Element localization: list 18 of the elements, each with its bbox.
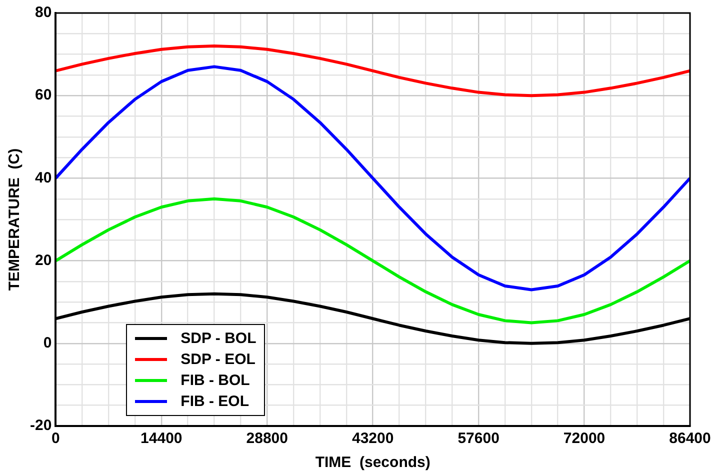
x-tick-label: 86400 xyxy=(669,430,711,448)
x-tick-label: 57600 xyxy=(458,430,500,448)
legend-label: FIB - EOL xyxy=(180,393,249,410)
x-tick-label: 43200 xyxy=(352,430,394,448)
y-axis-title: TEMPERATURE (C) xyxy=(6,148,24,291)
legend-label: SDP - BOL xyxy=(180,330,256,347)
y-tick-label: 80 xyxy=(34,4,52,22)
x-tick-label: 28800 xyxy=(246,430,288,448)
y-tick-label: -20 xyxy=(30,417,52,434)
legend-label: FIB - BOL xyxy=(180,372,250,389)
y-tick-label: 60 xyxy=(34,86,52,104)
y-tick-label: 0 xyxy=(43,334,52,352)
y-tick-label: 20 xyxy=(34,252,52,269)
legend-label: SDP - EOL xyxy=(180,351,256,368)
y-tick-label: 40 xyxy=(34,169,52,186)
x-tick-label: 14400 xyxy=(140,430,182,448)
x-tick-label: 72000 xyxy=(563,430,606,448)
x-axis-title: TIME (seconds) xyxy=(315,454,430,472)
